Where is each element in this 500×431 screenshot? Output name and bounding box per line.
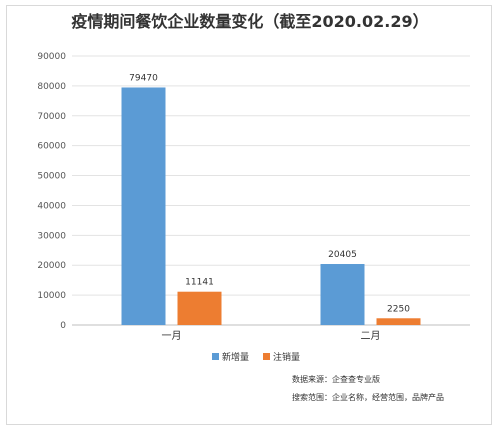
y-tick-label: 60000	[37, 142, 66, 152]
search-scope-note: 搜索范围：企业名称，经营范围，品牌产品	[292, 393, 444, 402]
legend-label-cancel: 注销量	[273, 353, 301, 363]
y-tick-label: 0	[60, 321, 66, 331]
legend-item-new: 新增量	[212, 350, 249, 363]
legend: 新增量 注销量	[212, 350, 300, 363]
y-tick-label: 20000	[37, 261, 66, 271]
y-tick-label: 70000	[37, 112, 66, 122]
y-tick-label: 50000	[37, 172, 66, 182]
data-label: 2250	[387, 304, 410, 314]
x-tick-label: 二月	[361, 330, 381, 342]
data-label: 20405	[328, 250, 357, 260]
chart-title: 疫情期间餐饮企业数量变化（截至2020.02.29）	[71, 12, 429, 31]
legend-item-cancel: 注销量	[263, 350, 300, 363]
y-tick-label: 90000	[37, 52, 66, 62]
data-label: 79470	[129, 73, 158, 83]
data-label: 11141	[185, 278, 214, 288]
y-tick-label: 30000	[37, 231, 66, 241]
chart-frame	[6, 5, 492, 425]
bar-new	[121, 87, 166, 326]
y-tick-label: 10000	[37, 291, 66, 301]
legend-swatch-cancel	[263, 353, 271, 360]
bar-cancel	[376, 318, 421, 325]
y-tick-label: 80000	[37, 82, 66, 92]
legend-swatch-new	[212, 353, 219, 360]
legend-label-new: 新增量	[222, 353, 250, 363]
data-source-note: 数据来源：企查查专业版	[292, 375, 380, 384]
x-tick-label: 一月	[162, 330, 182, 342]
y-tick-label: 40000	[37, 201, 66, 211]
bar-cancel	[177, 291, 222, 325]
bar-new	[320, 264, 365, 325]
